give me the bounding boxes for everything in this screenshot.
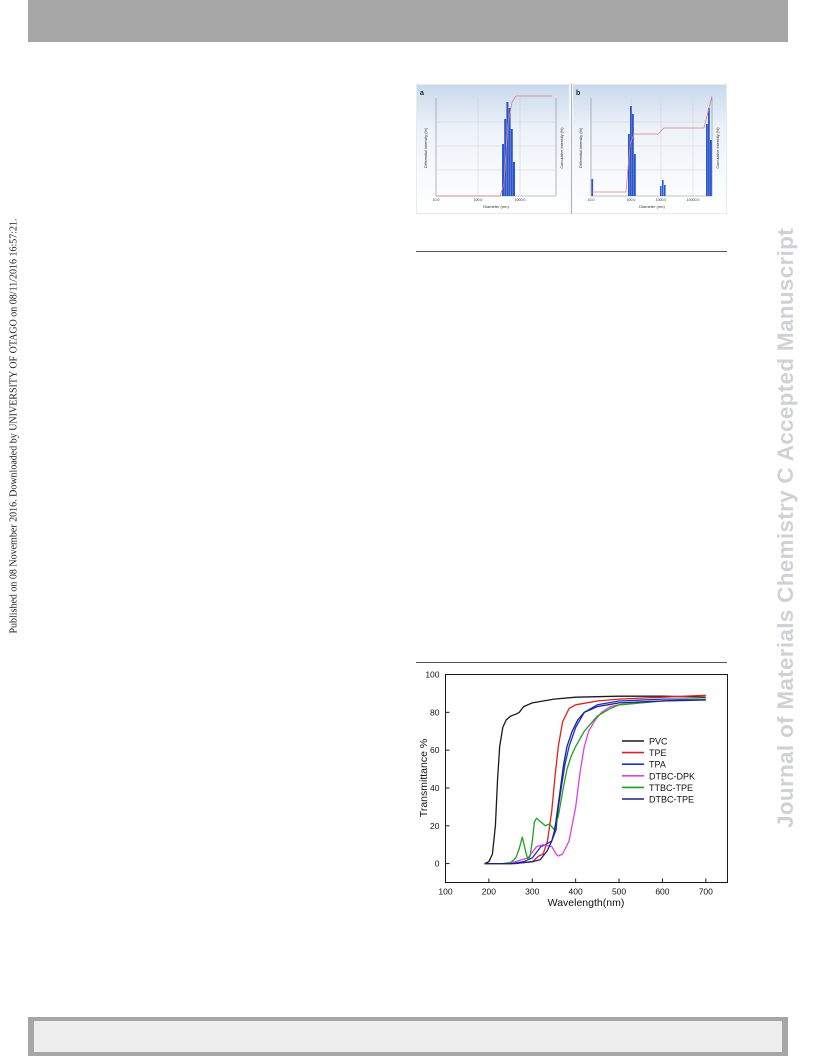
dls-panel-b-ylabel: Differential Intensity (%) (579, 127, 583, 168)
series-line-pvc (484, 695, 706, 865)
dls-panel-b-bars (591, 106, 712, 196)
legend-label: TPE (649, 748, 667, 758)
dls-panel-a-bg (417, 85, 569, 213)
x-tick-label: 200 (482, 887, 496, 897)
x-tick-label: 500 (612, 887, 626, 897)
y-tick-label: 40 (430, 783, 440, 793)
dls-panel-a-xlabel: Diameter (nm) (483, 204, 509, 209)
legend-label: TPA (649, 760, 666, 770)
dls-panel-a-xtick: 10.0 (433, 198, 440, 202)
legend-label: DTBC-TPE (649, 795, 694, 805)
legend-label: TTBC-TPE (649, 783, 693, 793)
dls-panel-b-xtick: 10.0 (588, 198, 595, 202)
dls-panel-a-bars (502, 102, 515, 196)
dls-panel-b-xlabel: Diameter (nm) (639, 204, 665, 209)
dls-panel-b-xtick: 100.0 (627, 198, 636, 202)
footer-bar-inner (34, 1021, 782, 1052)
legend-label: DTBC-DPK (649, 771, 695, 781)
y-tick-label: 100 (425, 670, 439, 680)
y-tick-label: 0 (435, 859, 440, 869)
dls-panel-b-cumulative (591, 95, 713, 193)
series-line-dtbc-dpk (484, 698, 706, 865)
x-tick-label: 600 (655, 887, 669, 897)
legend-label: PVC (649, 737, 668, 747)
series-line-dtbc-tpe (484, 699, 706, 865)
figure-divider-top (416, 251, 727, 252)
x-tick-label: 100 (438, 887, 452, 897)
figure-divider-bottom (416, 662, 727, 663)
y-axis-label: Transmittance % (418, 739, 430, 817)
dls-panel-b-y2label: Cumulative Intensity (%) (716, 127, 720, 169)
dls-panel-a-label: a (420, 90, 424, 97)
footer-bar (28, 1017, 788, 1056)
x-axis-label: Wavelength(nm) (548, 897, 625, 909)
series-line-ttbc-tpe (484, 698, 706, 865)
dls-panel-b: b Differential Intensity (%) Cumulative … (573, 85, 726, 213)
dls-panel-a-xtick: 100.0 (474, 198, 483, 202)
publication-note: Published on 08 November 2016. Downloade… (8, 218, 20, 634)
dls-panel-b-xtick: 1000.0 (656, 198, 667, 202)
dls-figure: a Differential Intensity (%) Cumulative … (416, 84, 727, 214)
header-bar (28, 0, 788, 42)
y-tick-label: 20 (430, 821, 440, 831)
dls-panel-a-cumulative (436, 95, 552, 197)
dls-panel-a-grid (436, 98, 556, 196)
dls-panel-a-ylabel: Differential Intensity (%) (424, 127, 428, 168)
journal-watermark: Journal of Materials Chemistry C Accepte… (773, 228, 798, 828)
x-tick-label: 400 (569, 887, 583, 897)
dls-panel-a-xtick: 1000.0 (515, 198, 526, 202)
x-tick-label: 300 (525, 887, 539, 897)
dls-panel-b-xtick: 10000.0 (687, 198, 700, 202)
dls-panel-b-bg (573, 85, 726, 213)
plot-area (484, 694, 706, 865)
dls-panel-a: a Differential Intensity (%) Cumulative … (417, 85, 569, 213)
y-tick-label: 80 (430, 707, 440, 717)
y-tick-label: 60 (430, 745, 440, 755)
dls-panel-b-label: b (576, 90, 580, 97)
x-tick-label: 700 (699, 887, 713, 897)
dls-panel-a-y2label: Cumulative Intensity (%) (560, 127, 564, 169)
